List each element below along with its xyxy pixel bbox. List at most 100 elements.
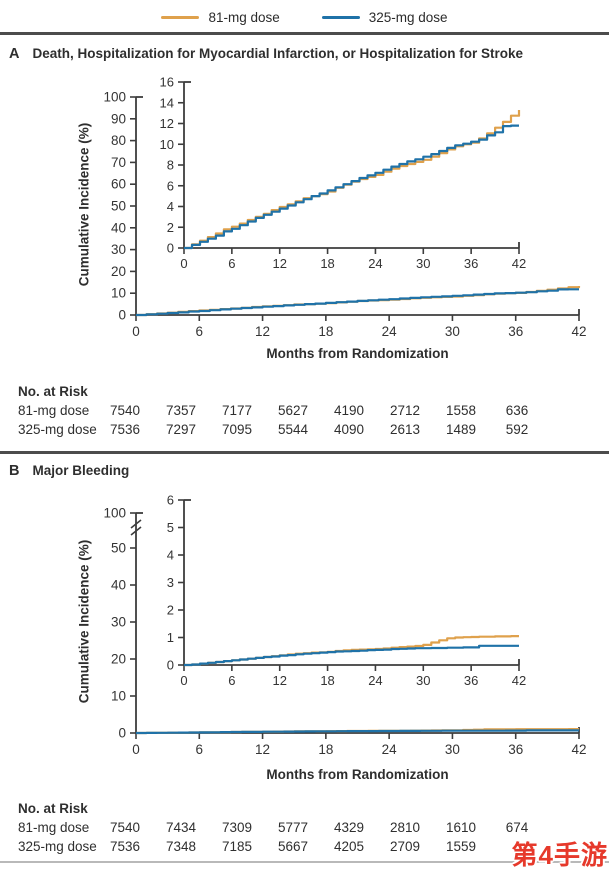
x-tick-label: 12 <box>255 324 270 339</box>
x-tick-label: 30 <box>445 324 460 339</box>
risk-value: 5777 <box>277 820 309 835</box>
81mg-line-swatch <box>161 15 200 19</box>
main-curve-325mg <box>136 288 579 317</box>
y-tick-label: 100 <box>103 90 126 105</box>
x-tick-label: 30 <box>445 742 460 757</box>
inset-y-tick-label: 1 <box>167 630 174 645</box>
risk-row-325-mg-dose: 325-mg dose 7536 7297 7095 5544 4090 2613 1489 5… <box>0 422 609 440</box>
inset-y-tick-label: 14 <box>160 95 174 110</box>
y-tick-label: 30 <box>111 615 126 630</box>
inset-x-tick-label: 6 <box>228 673 235 688</box>
legend-label-325mg: 325-mg dose <box>368 9 448 25</box>
risk-value: 5667 <box>277 838 309 854</box>
panel-b-title-text: Major Bleeding <box>32 463 130 478</box>
inset-y-tick-label: 8 <box>167 158 174 173</box>
y-tick-label: 30 <box>111 242 126 257</box>
risk-value: 4329 <box>333 820 365 835</box>
risk-value: 2613 <box>389 421 421 437</box>
panel-divider <box>0 451 609 454</box>
risk-value: 7297 <box>165 421 197 437</box>
325mg-line-swatch <box>321 15 360 19</box>
inset-y-tick-label: 10 <box>160 137 174 152</box>
risk-value: 4190 <box>333 403 365 418</box>
legend-item-325mg: 325-mg dose <box>321 9 448 25</box>
y-tick-label: 50 <box>111 541 126 556</box>
x-tick-label: 24 <box>382 324 398 339</box>
risk-value: 4205 <box>333 838 365 854</box>
x-tick-label: 0 <box>132 324 140 339</box>
y-tick-label: 70 <box>111 155 126 170</box>
panel-b-letter: B <box>9 463 20 479</box>
risk-value: 7348 <box>165 838 197 854</box>
inset-curve-81mg <box>184 110 521 250</box>
x-tick-label: 6 <box>196 324 204 339</box>
panel-a-letter: A <box>9 46 20 62</box>
risk-value: 7536 <box>109 421 141 437</box>
inset-y-tick-label: 0 <box>167 241 174 256</box>
inset-y-tick-label: 2 <box>167 603 174 618</box>
y-tick-label: 40 <box>111 220 126 235</box>
risk-table-title: No. at Risk <box>18 801 88 816</box>
risk-value: 1489 <box>445 421 477 437</box>
inset-y-tick-label: 2 <box>167 220 174 235</box>
risk-value: 7540 <box>109 820 141 835</box>
x-tick-label: 24 <box>382 742 398 757</box>
inset-x-tick-label: 24 <box>368 673 382 688</box>
inset-x-tick-label: 24 <box>368 256 382 271</box>
risk-row-label: 325-mg dose <box>18 838 97 854</box>
risk-value: 2810 <box>389 820 421 835</box>
risk-value: 1610 <box>445 820 477 835</box>
panel-b-risk-table: No. at Risk 81-mg dose 7540 7434 7309 5777 43… <box>0 801 609 859</box>
risk-value: 7357 <box>165 403 197 418</box>
inset-x-tick-label: 18 <box>320 256 334 271</box>
y-tick-label: 60 <box>111 177 126 192</box>
y-tick-label: 50 <box>111 199 126 214</box>
risk-row-81-mg-dose: 81-mg dose 7540 7357 7177 5627 4190 2712 1558 63… <box>0 403 609 421</box>
risk-value: 2709 <box>389 838 421 854</box>
axis-break-mark <box>130 519 142 529</box>
risk-value: 592 <box>505 421 529 437</box>
y-tick-label: 20 <box>111 264 126 279</box>
y-tick-label: 0 <box>118 726 126 741</box>
legend-label-81mg: 81-mg dose <box>208 9 280 25</box>
inset-x-tick-label: 0 <box>180 673 187 688</box>
risk-value: 4090 <box>333 421 365 437</box>
inset-curve-325mg <box>184 644 519 667</box>
axis-break-mark <box>130 526 142 536</box>
inset-x-tick-label: 6 <box>228 256 235 271</box>
panel-a-risk-table: No. at Risk 81-mg dose 7540 7357 7177 5627 41… <box>0 384 609 442</box>
inset-curve-325mg <box>184 124 519 250</box>
panel-a-title: A Death, Hospitalization for Myocardial … <box>9 46 523 62</box>
inset-y-tick-label: 4 <box>167 548 174 563</box>
risk-value: 7540 <box>109 403 141 418</box>
risk-value: 5544 <box>277 421 309 437</box>
y-tick-label: 0 <box>118 308 126 323</box>
inset-x-tick-label: 12 <box>272 673 286 688</box>
risk-value: 7095 <box>221 421 253 437</box>
x-tick-label: 6 <box>196 742 204 757</box>
risk-value: 2712 <box>389 403 421 418</box>
risk-value: 5627 <box>277 403 309 418</box>
risk-row-label: 81-mg dose <box>18 820 90 835</box>
risk-row-label: 325-mg dose <box>18 421 97 437</box>
risk-value: 1559 <box>445 838 477 854</box>
risk-value: 674 <box>505 820 529 835</box>
bottom-divider <box>0 861 609 863</box>
x-tick-label: 42 <box>571 742 586 757</box>
y-tick-label: 90 <box>111 111 126 126</box>
inset-y-tick-label: 6 <box>167 493 174 508</box>
inset-y-tick-label: 4 <box>167 199 174 214</box>
risk-value: 7185 <box>221 838 253 854</box>
x-tick-label: 42 <box>571 324 586 339</box>
inset-y-tick-label: 6 <box>167 178 174 193</box>
risk-value: 1558 <box>445 403 477 418</box>
inset-y-tick-label: 3 <box>167 575 174 590</box>
y-tick-label: 80 <box>111 133 126 148</box>
inset-x-tick-label: 42 <box>512 673 526 688</box>
y-tick-label: 10 <box>111 689 126 704</box>
panel-b-x-axis-label: Months from Randomization <box>266 767 449 782</box>
risk-value: 636 <box>505 403 529 418</box>
inset-x-tick-label: 0 <box>180 256 187 271</box>
inset-x-tick-label: 30 <box>416 256 430 271</box>
